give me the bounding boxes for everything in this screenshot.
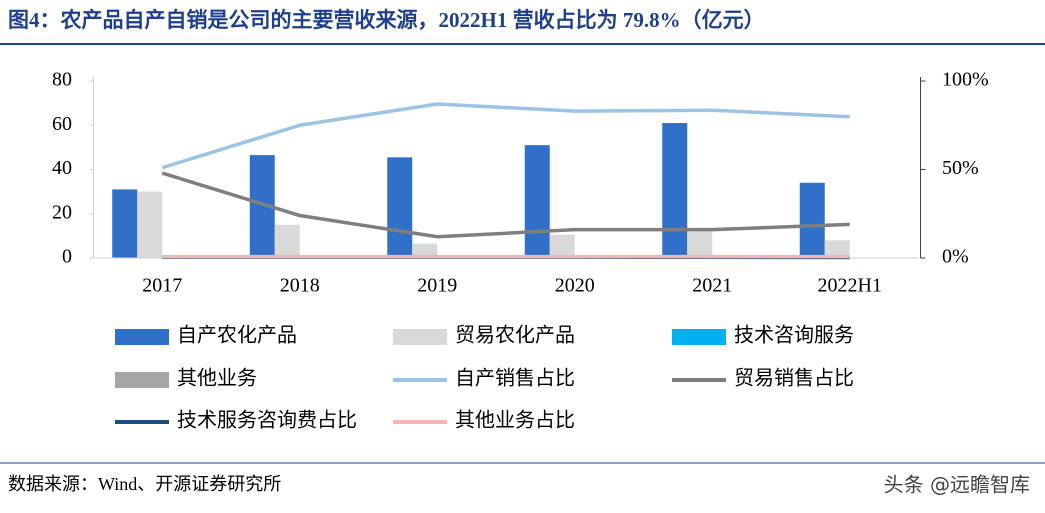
x-tick-label: 2020 (555, 275, 595, 297)
legend-swatch (115, 329, 169, 345)
legend-label: 技术服务咨询费占比 (177, 409, 357, 432)
y-tick-label: 40 (52, 157, 72, 179)
y2-tick-label: 100% (942, 69, 989, 91)
legend-label: 技术咨询服务 (734, 324, 854, 347)
source: 数据来源：Wind、开源证券研究所 (8, 474, 281, 494)
bar (387, 157, 412, 258)
y2-tick-label: 0% (942, 246, 969, 268)
bar (800, 183, 825, 258)
bar (275, 225, 300, 258)
legend-swatch (393, 329, 447, 345)
legend-label: 其他业务 (177, 367, 257, 390)
x-tick-label: 2019 (417, 275, 457, 297)
x-tick-label: 2022H1 (818, 275, 882, 297)
bar (662, 123, 687, 258)
legend-label: 自产销售占比 (455, 367, 575, 390)
y2-tick-label: 50% (942, 157, 979, 179)
y-tick-label: 20 (52, 201, 72, 223)
x-tick-label: 2017 (142, 275, 182, 297)
y-tick-label: 60 (52, 113, 72, 135)
legend-label: 自产农化产品 (177, 324, 297, 347)
y-tick-label: 0 (62, 246, 72, 268)
x-tick-label: 2018 (280, 275, 320, 297)
x-tick-label: 2021 (692, 275, 732, 297)
bar (137, 192, 162, 258)
legend-label: 其他业务占比 (455, 409, 575, 432)
chart-title: 图4：农产品自产自销是公司的主要营收来源，2022H1 营收占比为 79.8%（… (8, 8, 765, 32)
bar (525, 145, 550, 258)
legend-label: 贸易销售占比 (734, 367, 854, 390)
bar (550, 235, 575, 258)
legend-label: 贸易农化产品 (455, 324, 575, 347)
legend-swatch (115, 372, 169, 388)
legend-swatch (672, 329, 726, 345)
y-tick-label: 80 (52, 69, 72, 91)
bar (112, 189, 137, 258)
bar (687, 231, 712, 258)
watermark: 头条 @远瞻智库 (884, 473, 1030, 497)
